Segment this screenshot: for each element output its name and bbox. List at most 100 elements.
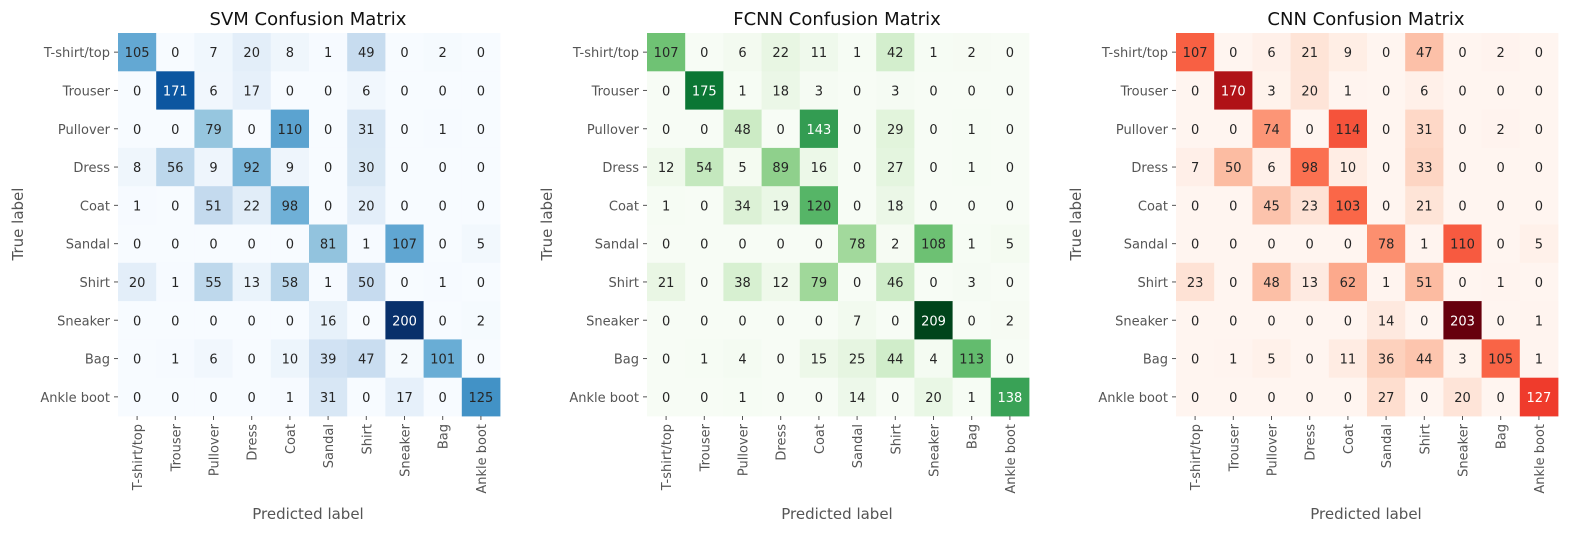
heatmap-cell xyxy=(194,71,233,110)
heatmap-cell xyxy=(347,301,386,340)
x-tick-labels: T-shirt/top Trouser Pullover Dress Coat Sanda… xyxy=(131,416,490,494)
cell-value-label: 0 xyxy=(1191,123,1199,138)
cell-value-label: 0 xyxy=(1191,84,1199,99)
cell-value-label: 0 xyxy=(738,238,746,253)
cell-value-label: 1 xyxy=(439,123,447,138)
heatmap-cell xyxy=(723,33,762,72)
heatmap-cell xyxy=(952,339,992,379)
cell-value-label: 0 xyxy=(853,84,861,99)
cell-value-label: 51 xyxy=(1416,276,1433,291)
cell-value-label: 107 xyxy=(392,238,417,253)
cell-value-label: 0 xyxy=(662,314,670,329)
heatmap-cell xyxy=(952,71,992,110)
cell-value-label: 3 xyxy=(891,84,899,99)
cell-value-label: 34 xyxy=(734,199,751,214)
cell-value-label: 5 xyxy=(1535,238,1543,253)
heatmap-cell xyxy=(685,109,724,149)
heatmap-cell xyxy=(461,147,501,187)
heatmap-cell xyxy=(1367,147,1406,187)
x-tick-label: Sneaker xyxy=(399,423,414,477)
y-tick-label: Trouser xyxy=(591,84,640,99)
cell-value-label: 0 xyxy=(439,161,447,176)
x-tick-label: Sandal xyxy=(322,424,337,468)
heatmap-cell xyxy=(876,224,915,264)
heatmap-cell xyxy=(799,147,839,187)
cell-value-label: 1 xyxy=(968,123,976,138)
heatmap-cell xyxy=(423,186,463,225)
cell-value-label: 0 xyxy=(400,123,408,138)
cell-value-label: 0 xyxy=(439,238,447,253)
cell-value-label: 0 xyxy=(815,238,823,253)
cell-value-label: 13 xyxy=(243,276,260,291)
cell-value-label: 0 xyxy=(400,161,408,176)
heatmap-cell xyxy=(1405,71,1444,110)
x-tick-label: Shirt xyxy=(889,424,904,455)
cell-value-label: 0 xyxy=(968,314,976,329)
x-tick-label: Dress xyxy=(775,424,790,461)
cell-value-label: 0 xyxy=(171,46,179,61)
heatmap-cell xyxy=(799,377,839,417)
heatmap-cell xyxy=(194,186,233,225)
cell-value-label: 1 xyxy=(738,84,746,99)
cell-value-label: 9 xyxy=(1344,46,1352,61)
cell-value-label: 0 xyxy=(400,199,408,214)
cell-value-label: 25 xyxy=(849,353,866,368)
heatmap-cell xyxy=(1176,262,1215,302)
cell-value-label: 0 xyxy=(477,46,485,61)
heatmap-cell xyxy=(1176,33,1215,72)
cell-value-label: 0 xyxy=(1458,199,1466,214)
heatmap-cell xyxy=(1328,262,1368,302)
cell-value-label: 0 xyxy=(929,161,937,176)
heatmap-cell xyxy=(1367,224,1406,264)
heatmap-cell xyxy=(118,33,157,72)
heatmap-cell xyxy=(385,301,424,340)
heatmap-cell xyxy=(876,301,915,340)
cell-value-label: 0 xyxy=(400,46,408,61)
heatmap-cell xyxy=(838,147,877,187)
heatmap-cell xyxy=(1367,301,1406,340)
heatmap-cell xyxy=(914,377,953,417)
y-tick-label: Pullover xyxy=(1116,123,1169,138)
heatmap-cell xyxy=(1214,71,1253,110)
cell-value-label: 20 xyxy=(1454,391,1471,406)
cell-value-label: 30 xyxy=(358,161,375,176)
heatmap-cell xyxy=(914,33,953,72)
y-tick-label: Ankle boot xyxy=(569,391,639,406)
cell-value-label: 21 xyxy=(658,276,675,291)
heatmap-cell xyxy=(270,377,310,417)
cell-value-label: 6 xyxy=(1420,84,1428,99)
cell-value-label: 0 xyxy=(324,199,332,214)
cell-value-label: 0 xyxy=(1229,238,1237,253)
svm-confusion-matrix-panel: SVM Confusion Matrix Predicted label Tru… xyxy=(9,9,501,523)
heatmap-cell xyxy=(952,186,992,225)
heatmap-cell xyxy=(347,147,386,187)
heatmap-cell xyxy=(723,71,762,110)
heatmap-cell xyxy=(838,109,877,149)
cell-value-label: 0 xyxy=(1497,238,1505,253)
heatmap-cell xyxy=(461,301,501,340)
heatmap-cell xyxy=(761,339,801,379)
heatmap-cell xyxy=(156,33,195,72)
heatmap-cell xyxy=(1481,147,1521,187)
cell-value-label: 0 xyxy=(286,314,294,329)
y-tick-label: Shirt xyxy=(1137,276,1168,291)
cell-value-label: 3 xyxy=(1267,84,1275,99)
heatmap-cell xyxy=(876,262,915,302)
cell-value-label: 108 xyxy=(921,238,946,253)
y-tick-label: Bag xyxy=(85,353,110,368)
y-tick-label: Sandal xyxy=(1124,238,1168,253)
heatmap-cell xyxy=(423,339,463,379)
y-tick-label: Bag xyxy=(614,353,639,368)
cell-value-label: 1 xyxy=(1497,276,1505,291)
y-tick-label: T-shirt/top xyxy=(572,46,639,61)
heatmap-cell xyxy=(876,71,915,110)
heatmap-cell xyxy=(347,262,386,302)
heatmap-cell xyxy=(799,109,839,149)
heatmap-cell xyxy=(647,262,686,302)
heatmap-cell xyxy=(194,147,233,187)
cell-value-label: 1 xyxy=(929,46,937,61)
heatmap-cell xyxy=(118,109,157,149)
cell-value-label: 27 xyxy=(1378,391,1395,406)
heatmap-cell xyxy=(385,71,424,110)
heatmap-cell xyxy=(1519,147,1559,187)
